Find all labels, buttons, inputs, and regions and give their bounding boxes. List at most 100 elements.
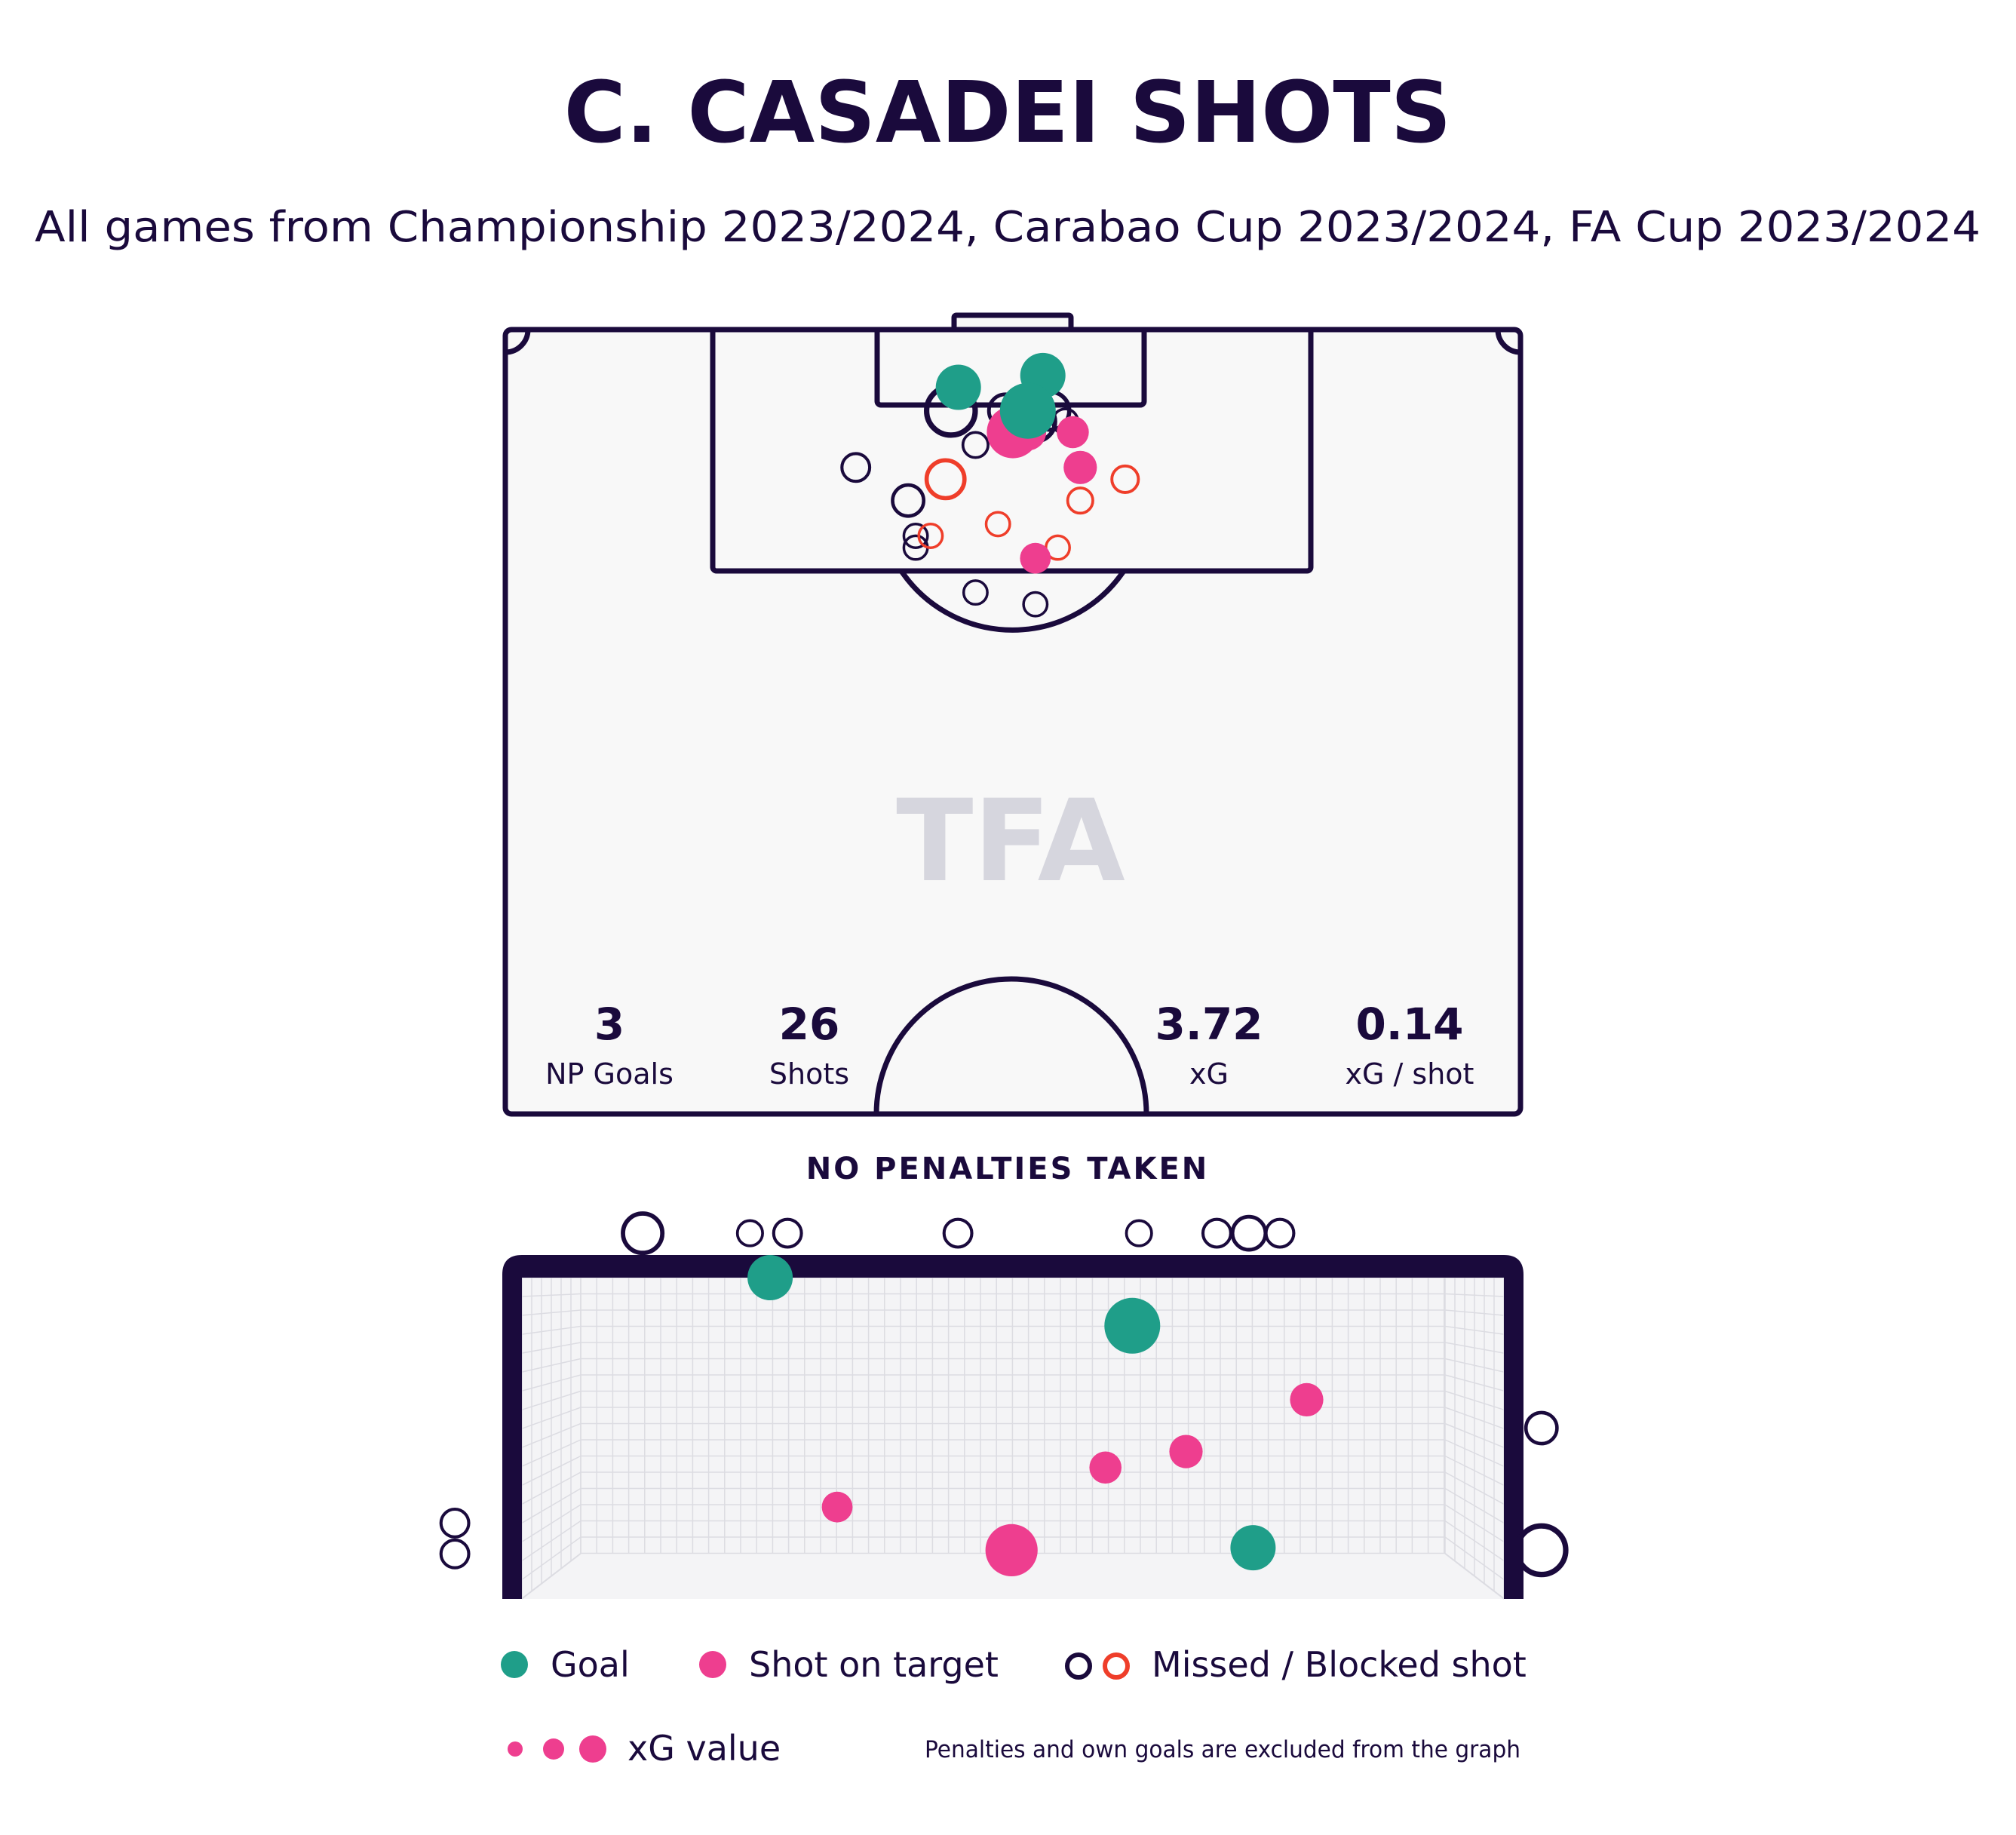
- goal-mouth-missed-marker: [735, 1219, 764, 1247]
- net-side-line: [521, 1358, 581, 1373]
- net-side-line: [1444, 1471, 1505, 1505]
- net-side-line: [521, 1390, 581, 1410]
- net-side-line: [521, 1407, 581, 1429]
- goal-mouth-on-target-marker: [1089, 1451, 1122, 1484]
- goal-net-grid: [521, 1277, 1505, 1600]
- net-side-line: [1444, 1390, 1505, 1410]
- net-side-line: [1444, 1422, 1505, 1448]
- shot-map-on-target-marker: [1063, 450, 1097, 484]
- goal-mouth-missed-marker: [439, 1538, 471, 1570]
- shot-map-on-target-marker: [1020, 542, 1051, 574]
- goal-mouth-missed-marker: [439, 1507, 471, 1539]
- stat-shots-value: 26: [779, 999, 840, 1050]
- goal-frame-top: [951, 312, 1074, 333]
- net-side-line: [1444, 1374, 1505, 1392]
- shot-map-missed-marker: [961, 431, 990, 459]
- net-side-line: [1444, 1520, 1505, 1562]
- goal-mouth-on-target-marker: [1169, 1435, 1203, 1468]
- legend-xg-large: [579, 1735, 606, 1763]
- stat-xg-per-shot-label: xG / shot: [1346, 1057, 1474, 1091]
- goal-mouth-on-target-marker: [985, 1524, 1038, 1576]
- goal-mouth-goal-marker: [747, 1255, 793, 1300]
- stat-np-goals-value: 3: [594, 999, 624, 1050]
- shot-map-goal-marker: [935, 364, 981, 410]
- shot-map-goal-marker: [999, 382, 1056, 439]
- legend-goal-label: Goal: [551, 1644, 630, 1685]
- corner-arc-left: [505, 329, 531, 355]
- net-side-line: [521, 1536, 581, 1581]
- legend-on-target-swatch: [699, 1651, 726, 1678]
- goal-mouth-markers: [439, 1211, 1569, 1578]
- goal-mouth-missed-marker: [1201, 1217, 1232, 1249]
- corner-arc-right: [1495, 329, 1521, 355]
- net-side-line: [521, 1325, 581, 1335]
- shot-map-missed-marker: [902, 523, 929, 549]
- goal-mouth-goal-marker: [1230, 1525, 1276, 1571]
- pitch-half: [502, 312, 1524, 1117]
- net-side-line: [521, 1422, 581, 1448]
- shot-map-blocked-marker: [924, 458, 967, 501]
- net-side-line: [1444, 1342, 1505, 1354]
- legend: Goal Shot on target Missed / Blocked sho…: [501, 1644, 1527, 1769]
- goal-mouth-missed-marker: [1514, 1523, 1569, 1578]
- net-side-line: [1444, 1439, 1505, 1467]
- net-side-line: [1444, 1309, 1505, 1316]
- goal-mouth-on-target-marker: [1290, 1382, 1324, 1416]
- net-side-line: [521, 1439, 581, 1467]
- shot-map-missed-marker: [840, 452, 872, 483]
- goal-mouth-missed-marker: [1125, 1219, 1153, 1247]
- net-side-line: [521, 1293, 581, 1297]
- goal-mouth-missed-marker: [1230, 1214, 1268, 1252]
- shot-map-blocked-marker: [1066, 486, 1094, 515]
- stat-np-goals-label: NP Goals: [545, 1057, 674, 1091]
- stat-xg-value: 3.72: [1155, 999, 1263, 1050]
- legend-on-target-label: Shot on target: [749, 1644, 999, 1685]
- stat-xg-label: xG: [1189, 1057, 1229, 1091]
- net-side-line: [521, 1553, 581, 1600]
- shot-map-missed-marker: [962, 579, 989, 606]
- net-side-line: [521, 1520, 581, 1562]
- stat-shots-label: Shots: [769, 1057, 849, 1091]
- goal-mouth-missed-marker: [1264, 1217, 1296, 1249]
- goal-mouth-missed-marker: [942, 1217, 974, 1249]
- net-side-line: [521, 1455, 581, 1486]
- legend-footnote: Penalties and own goals are excluded fro…: [925, 1736, 1520, 1763]
- shot-map-blocked-marker: [917, 523, 944, 549]
- goal-mouth-goal-marker: [1104, 1297, 1161, 1354]
- legend-goal-swatch: [501, 1651, 528, 1678]
- goal-mouth-missed-marker: [1524, 1410, 1559, 1446]
- goal-mouth-missed-marker: [772, 1217, 803, 1249]
- shot-map-missed-marker: [1022, 591, 1049, 618]
- shot-map-on-target-marker: [1057, 416, 1089, 449]
- net-side-line: [1444, 1407, 1505, 1429]
- net-side-line: [1444, 1358, 1505, 1373]
- shot-map-blocked-marker: [984, 511, 1011, 538]
- stat-xg-per-shot-value: 0.14: [1355, 999, 1463, 1050]
- net-side-line: [1444, 1293, 1505, 1297]
- chart-subtitle: All games from Championship 2023/2024, C…: [35, 203, 1981, 252]
- net-side-line: [521, 1309, 581, 1316]
- legend-missed-swatch: [1065, 1652, 1092, 1680]
- net-side-line: [1444, 1455, 1505, 1486]
- net-side-line: [521, 1504, 581, 1542]
- net-side-line: [521, 1342, 581, 1354]
- shot-map-missed-marker: [891, 483, 926, 518]
- shot-map-markers: [840, 352, 1140, 618]
- net-side-line: [1444, 1553, 1505, 1600]
- net-side-line: [521, 1471, 581, 1505]
- legend-xg-label: xG value: [628, 1728, 781, 1769]
- centre-circle: [873, 976, 1149, 1115]
- penalty-arc: [899, 569, 1126, 633]
- legend-xg-small: [508, 1741, 523, 1757]
- net-side-line: [1444, 1487, 1505, 1524]
- penalty-area: [710, 330, 1314, 574]
- chart-title: C. CASADEI SHOTS: [564, 64, 1452, 162]
- net-side-line: [1444, 1504, 1505, 1542]
- shot-map-blocked-marker: [1110, 464, 1140, 494]
- watermark: TFA: [896, 776, 1125, 907]
- net-side-line: [1444, 1536, 1505, 1581]
- stats-panel: 3 NP Goals 26 Shots 3.72 xG 0.14 xG / sh…: [545, 999, 1474, 1091]
- goal-mouth-on-target-marker: [821, 1491, 853, 1523]
- goal-mouth-missed-marker: [621, 1211, 665, 1256]
